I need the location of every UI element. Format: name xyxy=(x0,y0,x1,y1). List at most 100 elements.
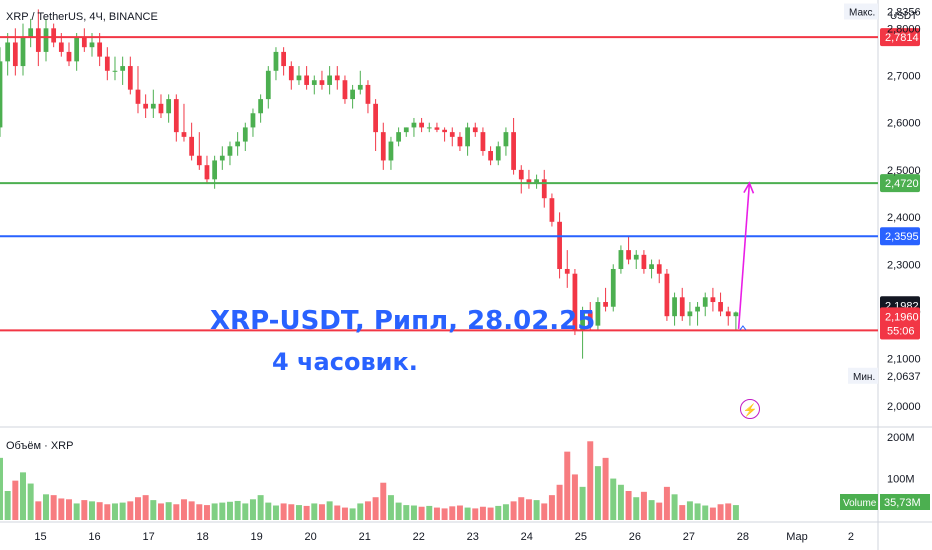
volume-bar xyxy=(104,504,111,520)
volume-badge-label-bg xyxy=(840,494,878,510)
volume-bar xyxy=(111,503,118,520)
candle-body xyxy=(127,66,133,90)
price-axis[interactable]: 2,78142,47202,35952,16002,80002,70002,60… xyxy=(840,3,930,510)
candle-body xyxy=(396,132,401,142)
candle-body xyxy=(618,250,624,269)
volume-bar xyxy=(686,501,693,520)
candle-body xyxy=(419,122,424,128)
volume-bar xyxy=(364,501,371,520)
annotation-title: XRP-USDT, Рипл, 28.02.25 xyxy=(210,306,596,336)
candle-body xyxy=(526,179,532,185)
candle-body xyxy=(472,127,478,133)
volume-bar xyxy=(433,507,440,520)
candle-body xyxy=(196,155,202,166)
max-label: Макс. xyxy=(849,8,875,19)
candle-body xyxy=(534,179,539,185)
volume-bar xyxy=(602,457,609,520)
candle-body xyxy=(296,75,302,81)
candle-body xyxy=(626,250,631,260)
price-tick-label: 2,0000 xyxy=(887,401,921,413)
candle-body xyxy=(733,312,739,317)
countdown-label: 55:06 xyxy=(887,325,915,337)
volume-bar xyxy=(272,505,279,520)
volume-bar xyxy=(66,499,72,520)
volume-bar xyxy=(257,495,264,520)
candle-body xyxy=(334,75,340,81)
candle-body xyxy=(51,28,57,43)
time-tick-label: 28 xyxy=(737,531,749,543)
price-tick-label: 2,4000 xyxy=(887,212,921,224)
level-price-label: 2,7814 xyxy=(885,32,919,44)
candle-body xyxy=(503,132,509,147)
candle-body xyxy=(557,221,562,269)
time-tick-label: 17 xyxy=(142,531,154,543)
volume-bar xyxy=(318,504,325,520)
volume-bar xyxy=(20,472,26,520)
candle-body xyxy=(580,311,585,331)
lightning-circle-icon[interactable]: ⚡ xyxy=(740,399,760,419)
candle-body xyxy=(281,51,287,67)
horizontal-levels[interactable] xyxy=(0,36,878,332)
volume-bar xyxy=(165,502,172,520)
volume-bar xyxy=(656,502,663,520)
candle-body xyxy=(89,42,95,48)
volume-bar xyxy=(410,505,417,520)
candle-body xyxy=(610,268,616,307)
candle-body xyxy=(304,75,310,85)
volume-badge-value-bg xyxy=(880,494,930,510)
volume-bar xyxy=(157,503,164,520)
current-price-label: 2,1960 xyxy=(885,311,919,323)
volume-bar xyxy=(464,507,471,520)
time-axis[interactable]: 15 16 17 18 19 20 21 22 23 24 25 26 27 28 Мар 2 xyxy=(34,531,854,543)
volume-bar xyxy=(625,491,632,520)
candle-body xyxy=(350,89,355,100)
level-price-label: 2,4720 xyxy=(885,178,919,190)
candle-body xyxy=(319,80,325,85)
volume-bar xyxy=(341,507,348,520)
volume-bar xyxy=(150,500,157,520)
volume-bar xyxy=(456,505,463,520)
price-tick-label: 2,6000 xyxy=(887,118,921,130)
candle-body xyxy=(327,75,332,85)
time-tick-label: 23 xyxy=(467,531,479,543)
volume-bar xyxy=(242,503,249,520)
symbol-title: XRP / TetherUS, 4Ч, BINANCE xyxy=(6,11,158,23)
candle-body xyxy=(702,297,708,307)
volume-bar xyxy=(564,451,571,520)
price-tick-label: 2,3000 xyxy=(887,259,921,271)
candle-body xyxy=(166,99,172,114)
candle-body xyxy=(434,127,440,130)
volume-bar xyxy=(249,499,256,520)
candle-body xyxy=(273,51,279,71)
volume-bar xyxy=(119,502,126,520)
volume-bar xyxy=(380,482,387,520)
candle-body xyxy=(288,66,294,81)
level-price-badge xyxy=(880,28,920,47)
candle-body xyxy=(465,127,470,147)
candle-body xyxy=(35,28,41,52)
volume-bar xyxy=(495,505,502,520)
candle-body xyxy=(28,28,34,38)
candle-body xyxy=(104,56,110,71)
candle-body xyxy=(158,103,164,114)
volume-bar xyxy=(58,498,65,520)
volume-bar xyxy=(617,484,624,520)
volume-bar xyxy=(303,505,310,520)
candle-body xyxy=(58,42,64,52)
projection-arrow[interactable] xyxy=(737,181,755,331)
candle-body xyxy=(204,165,210,180)
volume-bar xyxy=(387,495,394,520)
volume-bar xyxy=(395,502,402,520)
volume-bar xyxy=(679,505,686,520)
volume-bar xyxy=(211,503,218,520)
candle-body xyxy=(449,132,455,137)
volume-bar xyxy=(709,507,716,520)
projection-line[interactable] xyxy=(737,183,751,329)
volume-badge-label: Volume xyxy=(843,498,877,509)
candle-body xyxy=(572,273,578,331)
volume-bar xyxy=(702,505,709,520)
time-tick-label: 18 xyxy=(196,531,208,543)
volume-bar xyxy=(196,504,203,520)
volume-bar xyxy=(426,505,433,520)
